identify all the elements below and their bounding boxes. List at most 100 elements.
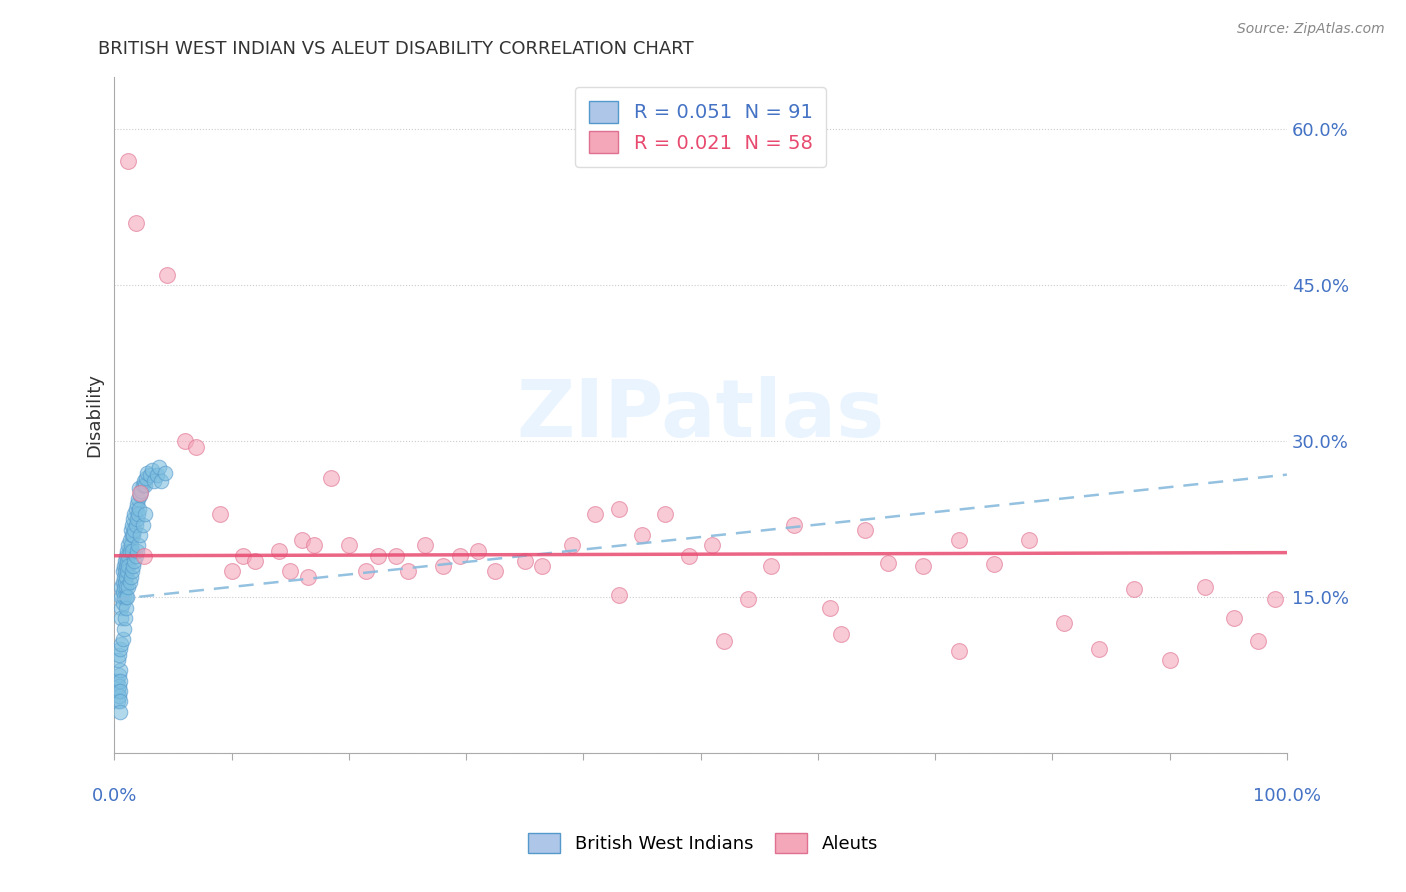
Point xyxy=(117,591,139,605)
Point xyxy=(125,497,148,511)
Point xyxy=(1264,592,1286,607)
Point xyxy=(156,268,179,282)
Point xyxy=(484,565,506,579)
Point xyxy=(128,502,150,516)
Point xyxy=(110,642,132,657)
Point xyxy=(131,517,153,532)
Point xyxy=(121,528,143,542)
Point xyxy=(912,559,935,574)
Point xyxy=(124,517,146,532)
Point xyxy=(561,538,583,552)
Point xyxy=(138,467,160,482)
Point xyxy=(830,626,852,640)
Point xyxy=(853,523,876,537)
Point xyxy=(513,554,536,568)
Point xyxy=(112,580,135,594)
Point xyxy=(385,549,408,563)
Point xyxy=(121,543,143,558)
Point xyxy=(124,549,146,563)
Point xyxy=(432,559,454,574)
Point xyxy=(111,574,134,589)
Point xyxy=(110,580,132,594)
Text: Source: ZipAtlas.com: Source: ZipAtlas.com xyxy=(1237,22,1385,37)
Point xyxy=(124,502,146,516)
Point xyxy=(948,533,970,548)
Point xyxy=(132,549,155,563)
Point xyxy=(112,559,135,574)
Point xyxy=(337,538,360,552)
Point xyxy=(110,611,132,625)
Point xyxy=(297,569,319,583)
Point xyxy=(449,549,471,563)
Point xyxy=(208,507,231,521)
Point xyxy=(111,632,134,646)
Point xyxy=(1159,653,1181,667)
Point xyxy=(114,611,136,625)
Point xyxy=(110,684,132,698)
Point xyxy=(110,673,132,688)
Point xyxy=(114,554,136,568)
Point xyxy=(1053,616,1076,631)
Point xyxy=(150,474,173,488)
Point xyxy=(110,694,132,708)
Point xyxy=(783,517,806,532)
Point xyxy=(132,474,155,488)
Point xyxy=(221,565,243,579)
Text: ZIPatlas: ZIPatlas xyxy=(516,376,884,454)
Point xyxy=(112,591,135,605)
Point xyxy=(114,565,136,579)
Point xyxy=(115,559,138,574)
Point xyxy=(321,471,343,485)
Point xyxy=(367,549,389,563)
Point xyxy=(125,543,148,558)
Point xyxy=(1194,580,1216,594)
Point xyxy=(107,684,129,698)
Point xyxy=(136,466,159,480)
Point xyxy=(127,491,149,506)
Point xyxy=(583,507,606,521)
Point xyxy=(129,528,152,542)
Point xyxy=(702,538,724,552)
Point xyxy=(186,440,208,454)
Point xyxy=(115,549,138,563)
Point xyxy=(110,591,132,605)
Point xyxy=(356,565,378,579)
Point xyxy=(121,565,143,579)
Point xyxy=(108,679,131,693)
Point xyxy=(1123,582,1146,596)
Point xyxy=(107,653,129,667)
Point xyxy=(122,512,145,526)
Point xyxy=(114,574,136,589)
Point xyxy=(759,559,782,574)
Point xyxy=(1223,611,1246,625)
Text: 0.0%: 0.0% xyxy=(91,787,138,805)
Point xyxy=(117,543,139,558)
Point xyxy=(278,565,301,579)
Point xyxy=(607,588,630,602)
Point xyxy=(153,466,176,480)
Point xyxy=(117,554,139,568)
Point xyxy=(115,569,138,583)
Point xyxy=(117,559,139,574)
Point xyxy=(1018,533,1040,548)
Point xyxy=(467,543,489,558)
Point xyxy=(678,549,700,563)
Point xyxy=(531,559,554,574)
Point xyxy=(232,549,254,563)
Point xyxy=(948,644,970,658)
Point xyxy=(115,580,138,594)
Point xyxy=(737,592,759,607)
Point xyxy=(267,543,290,558)
Point xyxy=(396,565,419,579)
Point xyxy=(135,471,157,485)
Point xyxy=(1246,634,1268,648)
Point xyxy=(110,637,132,651)
Point xyxy=(129,486,152,500)
Point xyxy=(118,533,141,548)
Point xyxy=(713,634,735,648)
Point xyxy=(131,478,153,492)
Point xyxy=(112,569,135,583)
Point xyxy=(107,694,129,708)
Point xyxy=(105,673,128,688)
Point xyxy=(607,502,630,516)
